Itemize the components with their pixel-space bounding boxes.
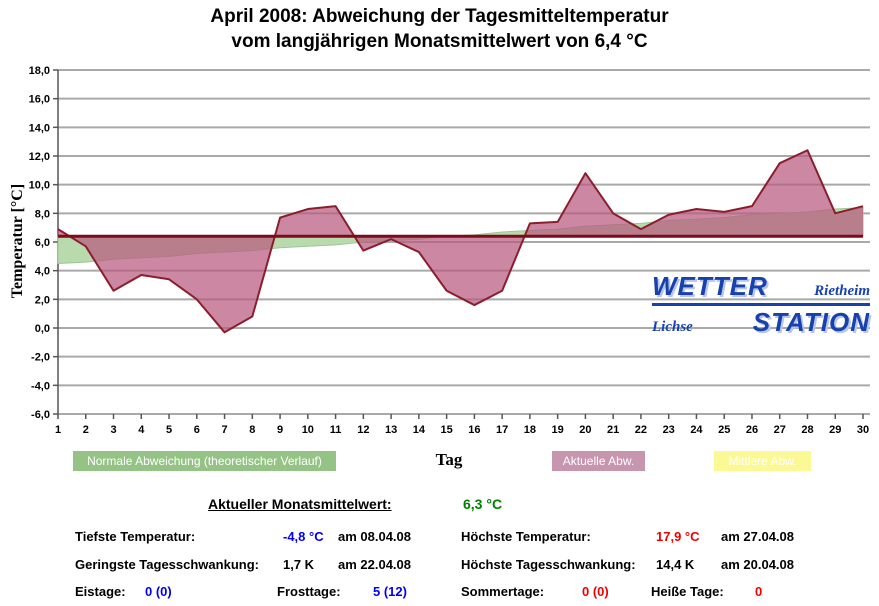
summer-days-label: Sommertage: [461, 584, 545, 599]
x-tick-label: 6 [194, 424, 200, 436]
logo-station-text: STATION [752, 307, 870, 337]
x-tick-label: 17 [496, 424, 508, 436]
chart-svg: 18,0 16,0 14,0 12,0 10,0 8,0 6,0 4,0 2,0 0,0 -2,0 -… [29, 65, 870, 436]
x-tick-label: 8 [249, 424, 255, 436]
hot-days-value: 0 [755, 584, 763, 599]
actual-deviation-area [58, 150, 863, 333]
highest-temp-value: 17,9 °C [656, 529, 700, 544]
station-logo: WETTER Rietheim Lichse STATION [652, 271, 870, 338]
x-tick-label: 22 [635, 424, 647, 436]
logo-rietheim-text: Rietheim [814, 283, 870, 299]
x-tick-label: 23 [663, 424, 675, 436]
x-tick-label: 4 [138, 424, 145, 436]
summer-days-value: 0 (0) [582, 584, 609, 599]
y-tick-label: 18,0 [29, 65, 50, 77]
highest-temp-label: Höchste Temperatur: [461, 529, 591, 544]
legend-item-normale-abweichung: Normale Abweichung (theoretischer Verlau… [73, 451, 336, 471]
largest-range-value: 14,4 K [656, 557, 695, 572]
logo-lichse-text: Lichse [652, 319, 693, 335]
logo-row-bottom: Lichse STATION [652, 306, 870, 338]
y-tick-label: 14,0 [29, 122, 50, 134]
x-tick-label: 29 [829, 424, 841, 436]
logo-wetter-text: WETTER [652, 271, 768, 301]
y-tick-label: 16,0 [29, 94, 50, 106]
frost-days-label: Frosttage: [277, 584, 341, 599]
actual-deviation-line [57, 149, 864, 334]
y-tick-label: 8,0 [35, 208, 50, 220]
frost-days-value: 5 (12) [373, 584, 407, 599]
x-tick-label: 14 [413, 424, 426, 436]
x-tick-label: 11 [330, 424, 342, 436]
monthly-mean-label: Aktueller Monatsmittelwert: [208, 496, 392, 512]
x-tick-label: 15 [440, 424, 452, 436]
largest-range-label: Höchste Tagesschwankung: [461, 557, 636, 572]
smallest-range-date: am 22.04.08 [338, 557, 412, 572]
x-tick-label: 7 [221, 424, 227, 436]
x-tick-label: 26 [746, 424, 758, 436]
x-tick-label: 27 [774, 424, 786, 436]
y-tick-label: 6,0 [35, 237, 50, 249]
lowest-temp-date: am 08.04.08 [338, 529, 412, 544]
y-tick-label: 2,0 [35, 294, 50, 306]
chart-title-line1: April 2008: Abweichung der Tagesmittelte… [210, 6, 669, 27]
largest-range-date: am 20.04.08 [721, 557, 795, 572]
x-tick-label: 5 [166, 424, 172, 436]
lowest-temp-label: Tiefste Temperatur: [75, 529, 196, 544]
x-tick-label: 19 [552, 424, 564, 436]
x-tick-label: 3 [110, 424, 116, 436]
y-tick-label: -2,0 [31, 352, 50, 364]
x-tick-label: 12 [357, 424, 369, 436]
x-tick-label: 24 [690, 424, 703, 436]
y-tick-label: 12,0 [29, 151, 50, 163]
x-tick-label: 1 [55, 424, 61, 436]
x-axis-title: Tag [435, 450, 463, 469]
monthly-mean-value: 6,3 °C [463, 496, 503, 512]
chart-title: April 2008: Abweichung der Tagesmittelte… [0, 4, 879, 54]
x-tick-label: 2 [83, 424, 89, 436]
logo-row-top: WETTER Rietheim [652, 271, 870, 306]
ice-days-label: Eistage: [75, 584, 126, 599]
x-tick-label: 20 [579, 424, 591, 436]
y-tick-label: 4,0 [35, 266, 50, 278]
y-tick-label: 0,0 [35, 323, 50, 335]
x-tick-label: 16 [468, 424, 480, 436]
x-tick-label: 18 [524, 424, 536, 436]
chart-title-line2: vom langjährigen Monatsmittelwert von 6,… [231, 31, 648, 52]
legend-item-mittlere-abweichung: Mittlere Abw. [714, 451, 811, 471]
x-tick-label: 25 [718, 424, 730, 436]
x-tick-label: 28 [801, 424, 813, 436]
y-tick-label: -6,0 [31, 409, 50, 421]
smallest-range-value: 1,7 K [283, 557, 315, 572]
y-tick-label: -4,0 [31, 380, 50, 392]
x-tick-label: 10 [302, 424, 314, 436]
x-tick-label: 9 [277, 424, 283, 436]
hot-days-label: Heiße Tage: [651, 584, 724, 599]
legend-item-aktuelle-abweichung: Aktuelle Abw. [552, 451, 645, 471]
x-tick-label: 21 [607, 424, 619, 436]
smallest-range-label: Geringste Tagesschwankung: [75, 557, 259, 572]
lowest-temp-value: -4,8 °C [283, 529, 324, 544]
y-tick-label: 10,0 [29, 180, 50, 192]
ice-days-value: 0 (0) [145, 584, 172, 599]
highest-temp-date: am 27.04.08 [721, 529, 795, 544]
x-tick-label: 13 [385, 424, 397, 436]
x-tick-label: 30 [857, 424, 869, 436]
